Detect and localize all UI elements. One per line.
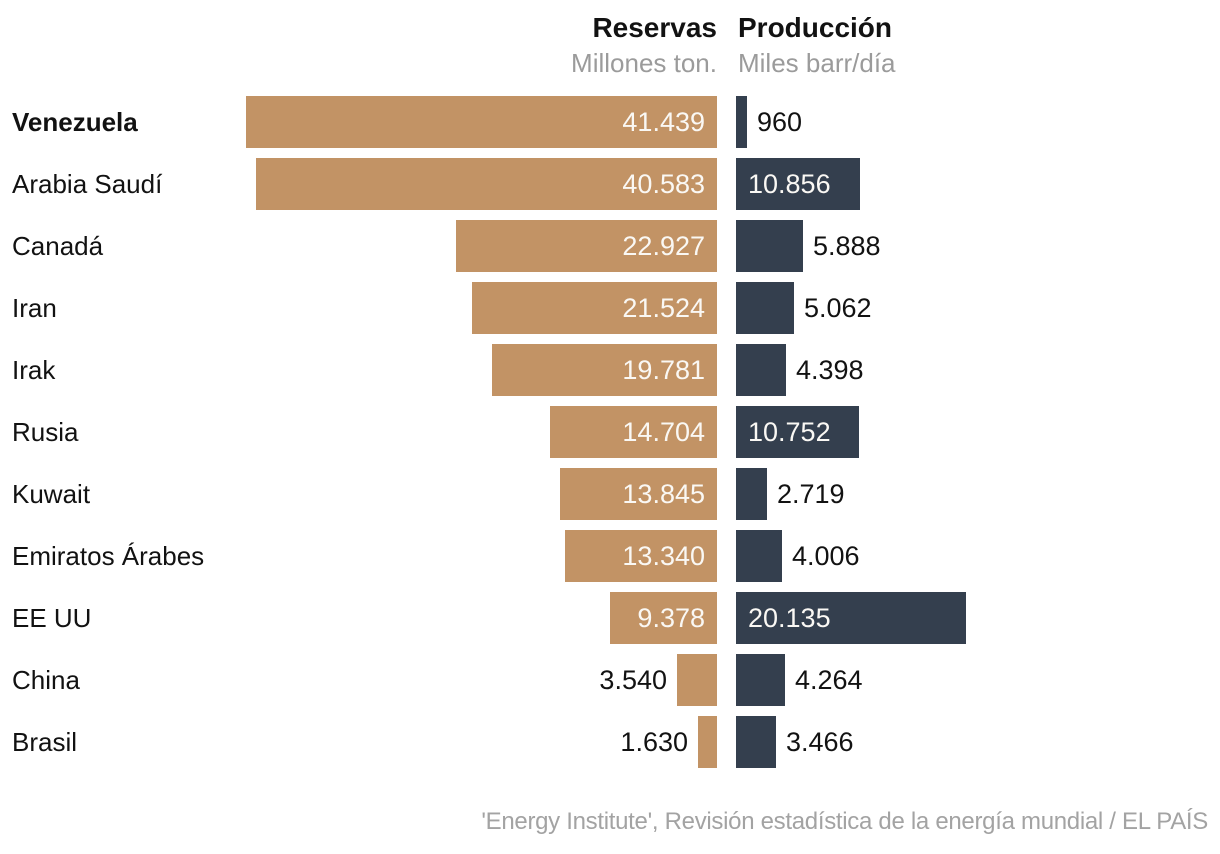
production-bar xyxy=(736,282,794,334)
production-column-header: Producción Miles barr/día xyxy=(738,12,896,78)
reserves-bar xyxy=(492,344,717,396)
reserves-value: 41.439 xyxy=(622,107,705,137)
reserves-value: 1.630 xyxy=(620,727,688,757)
production-bar xyxy=(736,96,747,148)
production-column-title: Producción xyxy=(738,12,893,43)
reserves-column-title: Reservas xyxy=(592,12,717,43)
production-bar xyxy=(736,716,776,768)
production-bar xyxy=(736,530,782,582)
reserves-bar xyxy=(456,220,717,272)
reserves-value: 21.524 xyxy=(622,293,705,323)
country-label: Irak xyxy=(12,355,56,385)
reserves-column-header: Reservas Millones ton. xyxy=(571,12,717,78)
production-value: 4.398 xyxy=(796,355,864,385)
production-bar xyxy=(736,344,786,396)
reserves-value: 13.340 xyxy=(622,541,705,571)
country-label: Rusia xyxy=(12,417,79,447)
country-label: Venezuela xyxy=(12,107,138,137)
reserves-bar xyxy=(550,406,717,458)
production-value: 5.888 xyxy=(813,231,881,261)
reserves-column-unit: Millones ton. xyxy=(571,48,717,78)
production-column-unit: Miles barr/día xyxy=(738,48,896,78)
chart-row: Emiratos Árabes 13.340 4.006 xyxy=(0,530,1220,582)
country-label: Arabia Saudí xyxy=(12,169,163,199)
production-value: 3.466 xyxy=(786,727,854,757)
reserves-bar xyxy=(472,282,717,334)
production-value: 20.135 xyxy=(748,603,831,633)
production-value: 10.752 xyxy=(748,417,831,447)
chart-row: EE UU 9.378 20.135 xyxy=(0,592,1220,644)
reserves-bar xyxy=(698,716,717,768)
reserves-value: 13.845 xyxy=(622,479,705,509)
reserves-value: 3.540 xyxy=(599,665,667,695)
reserves-bar xyxy=(677,654,717,706)
source-credit: 'Energy Institute', Revisión estadística… xyxy=(481,808,1208,835)
country-label: EE UU xyxy=(12,603,92,633)
production-value: 2.719 xyxy=(777,479,845,509)
production-value: 5.062 xyxy=(804,293,872,323)
reserves-bar xyxy=(565,530,717,582)
production-bar xyxy=(736,468,767,520)
reserves-bar xyxy=(256,158,717,210)
production-value: 960 xyxy=(757,107,803,137)
country-label: China xyxy=(12,665,80,695)
chart-row: Iran 21.524 5.062 xyxy=(0,282,1220,334)
reserves-bar xyxy=(560,468,717,520)
reserves-value: 9.378 xyxy=(637,603,705,633)
reserves-value: 22.927 xyxy=(622,231,705,261)
production-bar xyxy=(736,158,860,210)
production-value: 4.264 xyxy=(795,665,863,695)
chart-row: Irak 19.781 4.398 xyxy=(0,344,1220,396)
country-label: Kuwait xyxy=(12,479,91,509)
reserves-bar xyxy=(610,592,717,644)
country-label: Emiratos Árabes xyxy=(12,541,205,571)
chart-row: Kuwait 13.845 2.719 xyxy=(0,468,1220,520)
country-label: Iran xyxy=(12,293,57,323)
reserves-value: 14.704 xyxy=(622,417,705,447)
reserves-value: 19.781 xyxy=(622,355,705,385)
chart-row: Arabia Saudí 40.583 10.856 xyxy=(0,158,1220,210)
chart-row: Canadá 22.927 5.888 xyxy=(0,220,1220,272)
country-label: Canadá xyxy=(12,231,104,261)
reserves-bar xyxy=(246,96,717,148)
chart-row: China 3.540 4.264 xyxy=(0,654,1220,706)
country-label: Brasil xyxy=(12,727,78,757)
chart-row: Venezuela 41.439 960 xyxy=(0,96,1220,148)
reserves-value: 40.583 xyxy=(622,169,705,199)
production-value: 4.006 xyxy=(792,541,860,571)
production-value: 10.856 xyxy=(748,169,831,199)
production-bar xyxy=(736,406,859,458)
production-bar xyxy=(736,654,785,706)
chart-row: Rusia 14.704 10.752 xyxy=(0,406,1220,458)
production-bar xyxy=(736,592,966,644)
chart-row: Brasil 1.630 3.466 xyxy=(0,716,1220,768)
production-bar xyxy=(736,220,803,272)
